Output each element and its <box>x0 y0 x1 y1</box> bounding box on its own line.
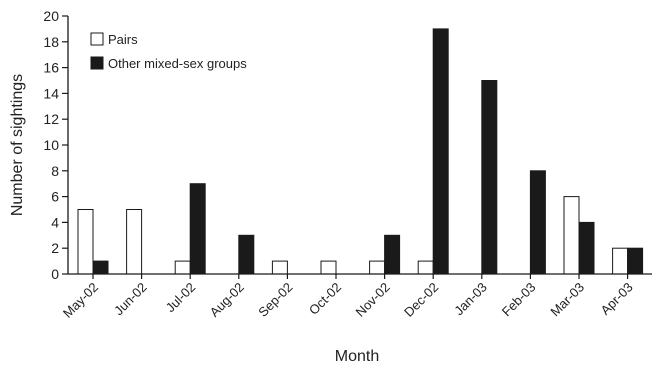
y-tick-label: 2 <box>51 240 59 256</box>
bar-pairs-jul-02 <box>174 260 191 275</box>
bar-other-mixed-sex-groups-may-02 <box>92 260 109 275</box>
x-tick-label: May-02 <box>60 280 101 321</box>
bar-pairs-apr-03 <box>612 247 629 275</box>
x-tick-label: Sep-02 <box>255 280 295 320</box>
x-tick-label: Oct-02 <box>306 280 344 318</box>
x-tick-label: Jul-02 <box>163 280 199 316</box>
bar-pairs-dec-02 <box>417 260 434 275</box>
y-tick-label: 0 <box>51 266 59 282</box>
legend-label-pairs: Pairs <box>108 32 138 47</box>
legend-label-other-mixed-sex-groups: Other mixed-sex groups <box>108 56 247 71</box>
bar-pairs-nov-02 <box>369 260 386 275</box>
legend: Pairs Other mixed-sex groups <box>90 32 247 71</box>
x-tick-label: Jan-03 <box>451 280 490 319</box>
bar-other-mixed-sex-groups-nov-02 <box>384 234 401 275</box>
bar-other-mixed-sex-groups-aug-02 <box>238 234 255 275</box>
y-tick-label: 14 <box>43 85 59 101</box>
y-tick-label: 10 <box>43 137 59 153</box>
bar-pairs-mar-03 <box>563 196 580 275</box>
y-tick-label: 18 <box>43 34 59 50</box>
x-tick-label: Jun-02 <box>111 280 150 319</box>
bar-other-mixed-sex-groups-mar-03 <box>578 221 595 275</box>
x-tick-label: Nov-02 <box>352 280 392 320</box>
x-tick-label: Apr-03 <box>598 280 636 318</box>
y-tick-label: 8 <box>51 163 59 179</box>
bar-other-mixed-sex-groups-jan-03 <box>481 80 498 275</box>
legend-swatch-other-mixed-sex-groups <box>90 56 104 70</box>
x-axis-title: Month <box>335 348 379 365</box>
y-tick-label: 12 <box>43 111 59 127</box>
y-tick-label: 20 <box>43 8 59 24</box>
y-axis-title: Number of sightings <box>9 74 26 216</box>
legend-swatch-pairs <box>90 32 104 46</box>
x-tick-label: Feb-03 <box>499 280 539 320</box>
y-tick-label: 6 <box>51 189 59 205</box>
bar-other-mixed-sex-groups-jul-02 <box>189 183 206 275</box>
bar-other-mixed-sex-groups-feb-03 <box>529 170 546 275</box>
bar-other-mixed-sex-groups-apr-03 <box>627 247 644 275</box>
bar-other-mixed-sex-groups-dec-02 <box>432 28 449 275</box>
y-tick-label: 16 <box>43 60 59 76</box>
bar-pairs-jun-02 <box>126 209 143 275</box>
x-tick-label: Mar-03 <box>547 280 587 320</box>
x-tick-label: Aug-02 <box>207 280 247 320</box>
bar-pairs-sep-02 <box>271 260 288 275</box>
y-tick-label: 4 <box>51 214 59 230</box>
bar-pairs-oct-02 <box>320 260 337 275</box>
bar-pairs-may-02 <box>77 209 94 275</box>
x-tick-label: Dec-02 <box>401 280 441 320</box>
